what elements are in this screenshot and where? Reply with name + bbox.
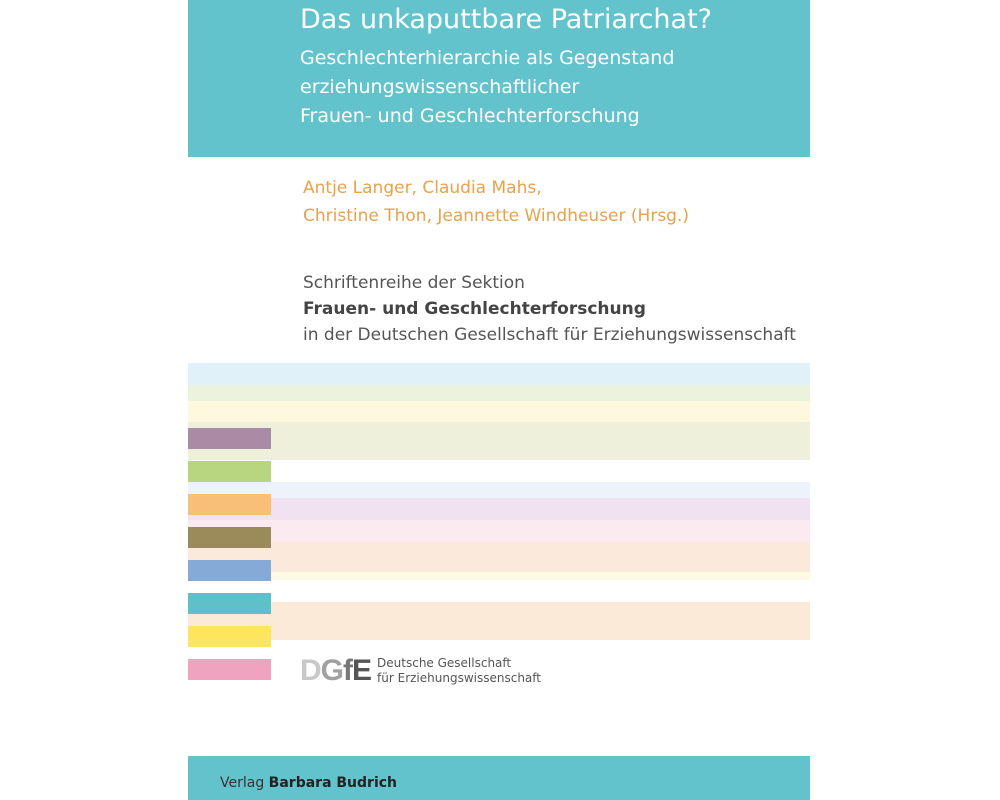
stripe <box>188 401 810 422</box>
editors-line: Christine Thon, Jeannette Windheuser (Hr… <box>303 206 690 226</box>
stripe <box>188 520 810 542</box>
stripe <box>188 542 810 572</box>
stripe <box>188 498 810 520</box>
stripe <box>188 482 810 498</box>
color-block <box>188 626 271 647</box>
subtitle-line: erziehungswissenschaftlicher <box>300 76 580 98</box>
book-cover: Das unkaputtbare Patriarchat? Geschlecht… <box>188 0 810 800</box>
series-info: Schriftenreihe der Sektion Frauen- und G… <box>303 270 796 348</box>
stripe <box>188 363 810 385</box>
stripe <box>188 572 810 580</box>
publisher: Verlag Barbara Budrich <box>220 775 398 791</box>
cover-header: Das unkaputtbare Patriarchat? Geschlecht… <box>188 0 810 157</box>
series-line: Schriftenreihe der Sektion <box>303 273 525 293</box>
subtitle-line: Geschlechterhierarchie als Gegenstand <box>300 47 675 69</box>
color-block <box>188 494 271 515</box>
series-line: in der Deutschen Gesellschaft für Erzieh… <box>303 325 796 345</box>
stripe <box>188 385 810 401</box>
book-subtitle: Geschlechterhierarchie als Gegenstand er… <box>300 44 674 131</box>
subtitle-line: Frauen- und Geschlechterforschung <box>300 105 640 127</box>
editors-line: Antje Langer, Claudia Mahs, <box>303 178 542 198</box>
logo-line: für Erziehungswissenschaft <box>377 671 541 685</box>
series-name: Frauen- und Geschlechterforschung <box>303 299 646 319</box>
stripe <box>188 422 810 460</box>
publisher-name: Barbara Budrich <box>268 775 398 791</box>
color-block <box>188 659 271 680</box>
color-block <box>188 527 271 548</box>
logo-mark: DGfE <box>300 654 372 687</box>
color-block <box>188 428 271 449</box>
dgfe-logo: DGfE Deutsche Gesellschaft für Erziehung… <box>300 654 541 688</box>
color-block <box>188 560 271 581</box>
color-block <box>188 593 271 614</box>
cover-footer: Verlag Barbara Budrich <box>188 756 810 800</box>
book-title: Das unkaputtbare Patriarchat? <box>300 4 713 35</box>
logo-line: Deutsche Gesellschaft <box>377 656 512 670</box>
color-block <box>188 461 271 482</box>
editors: Antje Langer, Claudia Mahs, Christine Th… <box>303 174 689 230</box>
stripe <box>188 602 810 640</box>
